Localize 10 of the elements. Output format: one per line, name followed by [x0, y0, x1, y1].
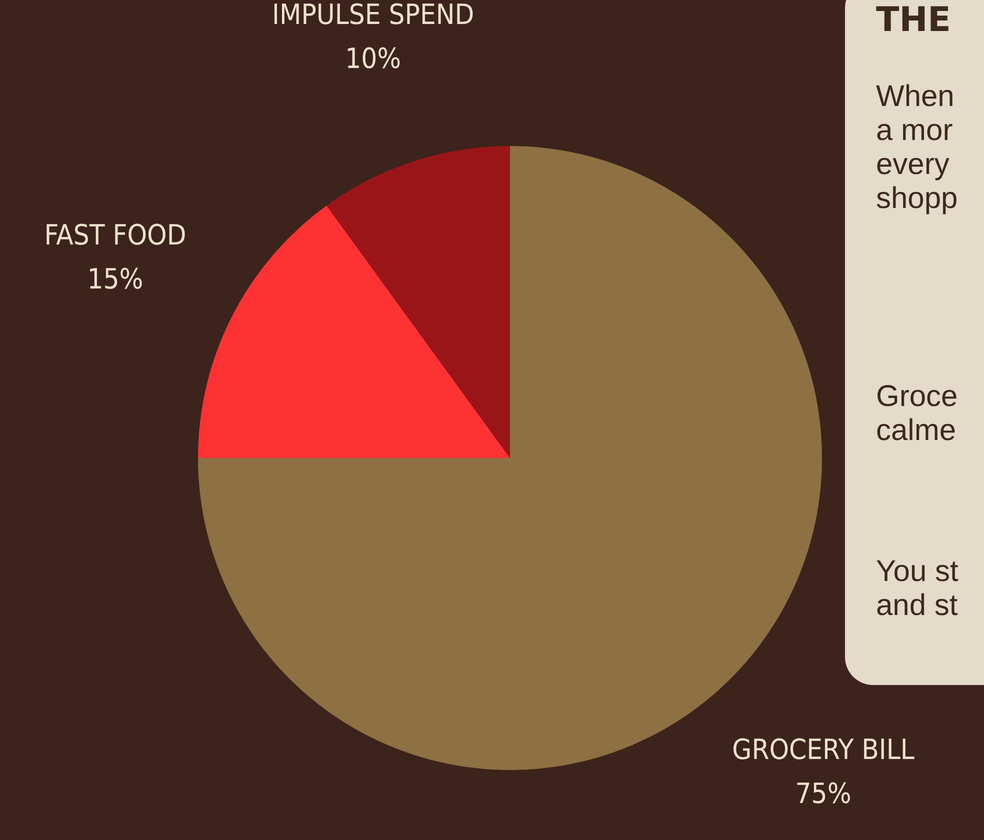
data-label: 10%	[345, 42, 402, 76]
slice-label: IMPULSE SPEND	[272, 0, 474, 32]
text: Groce calme	[876, 380, 958, 448]
data-label: 75%	[795, 776, 852, 810]
text: THE	[876, 0, 951, 40]
text: You st and st	[876, 555, 958, 623]
data-label: 15%	[87, 262, 144, 296]
slice-label: GROCERY BILL	[732, 732, 914, 766]
slice-label: FAST FOOD	[44, 218, 186, 252]
text: When a mor every shopp	[876, 80, 958, 216]
